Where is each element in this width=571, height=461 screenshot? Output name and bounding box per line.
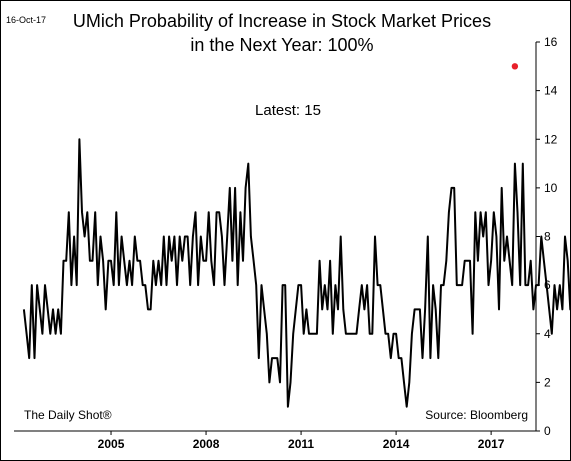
y-tick-label: 4 xyxy=(544,327,551,341)
chart-title-line2: in the Next Year: 100% xyxy=(190,35,373,55)
latest-annotation: Latest: 15 xyxy=(255,102,321,119)
y-tick-label: 10 xyxy=(544,181,558,195)
x-ticks: 2005 2008 2011 2014 2017 xyxy=(98,431,505,451)
y-tick-label: 16 xyxy=(544,35,558,49)
x-tick-label: 2011 xyxy=(288,437,314,451)
latest-point-marker xyxy=(511,63,519,70)
x-tick-label: 2005 xyxy=(98,437,125,451)
series-layer xyxy=(22,63,571,408)
chart-title-line1: UMich Probability of Increase in Stock M… xyxy=(73,11,491,31)
y-tick-label: 12 xyxy=(544,132,558,146)
x-tick-label: 2017 xyxy=(478,437,505,451)
x-tick-label: 2014 xyxy=(383,437,410,451)
credit-label: The Daily Shot® xyxy=(24,408,112,422)
y-tick-label: 0 xyxy=(544,424,551,438)
series-line xyxy=(22,138,571,408)
axes xyxy=(14,42,537,432)
y-tick-label: 2 xyxy=(544,375,551,389)
y-tick-label: 8 xyxy=(544,230,551,244)
date-label: 16-Oct-17 xyxy=(6,15,46,25)
source-label: Source: Bloomberg xyxy=(425,408,528,422)
x-tick-label: 2008 xyxy=(193,437,220,451)
y-tick-label: 14 xyxy=(544,84,558,98)
